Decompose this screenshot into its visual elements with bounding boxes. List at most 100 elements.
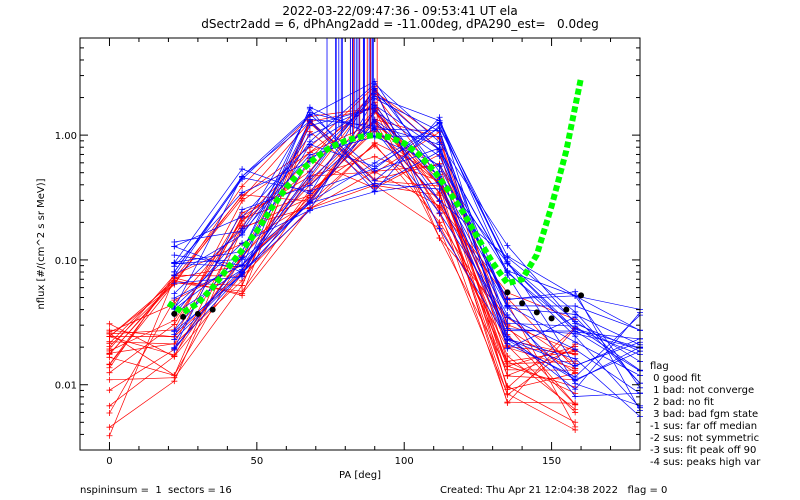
trace-marker bbox=[436, 162, 443, 169]
trace-marker bbox=[106, 364, 113, 371]
trace-marker bbox=[171, 243, 178, 250]
trace-marker bbox=[371, 140, 378, 147]
trace-marker bbox=[572, 401, 579, 408]
fit-point-black bbox=[504, 289, 511, 296]
trace-line bbox=[174, 110, 641, 376]
chart-subtitle: dSectr2add = 6, dPhAng2add = -11.00deg, … bbox=[201, 17, 599, 31]
trace-line bbox=[174, 113, 641, 390]
trace-marker bbox=[436, 202, 443, 209]
trace-marker bbox=[572, 308, 579, 315]
trace-marker bbox=[436, 186, 443, 193]
trace-line bbox=[109, 119, 576, 413]
trace-marker bbox=[239, 173, 246, 180]
trace-line bbox=[109, 89, 576, 390]
trace-line bbox=[174, 129, 641, 394]
trace-marker bbox=[106, 346, 113, 353]
trace-line bbox=[174, 95, 641, 356]
trace-marker bbox=[504, 268, 511, 275]
trace-marker bbox=[306, 122, 313, 129]
fit-series bbox=[166, 76, 585, 322]
trace-marker bbox=[171, 374, 178, 381]
trace-line bbox=[109, 145, 576, 369]
legend-entry: -1 sus: far off median bbox=[650, 421, 757, 432]
trace-marker bbox=[504, 399, 511, 406]
fit-point-black bbox=[209, 306, 216, 313]
trace-line bbox=[109, 156, 576, 406]
trace-marker bbox=[572, 355, 579, 362]
trace-marker bbox=[436, 219, 443, 226]
legend-entry: 1 bad: not converge bbox=[650, 385, 754, 396]
trace-marker bbox=[572, 320, 579, 327]
x-tick-label: 50 bbox=[250, 456, 263, 467]
y-axis-label: nflux [#/(cm^2 s sr MeV)] bbox=[36, 178, 47, 309]
trace-marker bbox=[572, 393, 579, 400]
trace-marker bbox=[371, 168, 378, 175]
trace-marker bbox=[106, 402, 113, 409]
trace-marker bbox=[504, 311, 511, 318]
trace-marker bbox=[504, 390, 511, 397]
trace-marker bbox=[572, 409, 579, 416]
flag-legend: flag 0 good fit 1 bad: not converge 2 ba… bbox=[650, 361, 761, 468]
trace-marker bbox=[306, 173, 313, 180]
fit-point-black bbox=[171, 310, 178, 317]
trace-marker bbox=[239, 206, 246, 213]
trace-line bbox=[174, 121, 641, 407]
trace-marker bbox=[436, 139, 443, 146]
trace-marker bbox=[171, 353, 178, 360]
trace-marker bbox=[572, 328, 579, 335]
trace-marker bbox=[504, 352, 511, 359]
x-tick-label: 150 bbox=[542, 456, 561, 467]
x-tick-label: 0 bbox=[106, 456, 112, 467]
trace-marker bbox=[306, 200, 313, 207]
trace-marker bbox=[106, 424, 113, 431]
x-axis: 0 50 100 150 bbox=[106, 38, 612, 467]
trace-line bbox=[109, 119, 576, 414]
trace-marker bbox=[436, 225, 443, 232]
trace-marker bbox=[239, 183, 246, 190]
trace-marker bbox=[239, 189, 246, 196]
trace-marker bbox=[106, 376, 113, 383]
trace-marker bbox=[306, 188, 313, 195]
x-axis-label: PA [deg] bbox=[339, 470, 381, 481]
trace-marker bbox=[572, 363, 579, 370]
trace-line bbox=[174, 108, 641, 346]
trace-marker bbox=[239, 256, 246, 263]
trace-marker bbox=[171, 328, 178, 335]
trace-marker bbox=[504, 345, 511, 352]
trace-marker bbox=[572, 339, 579, 346]
trace-marker bbox=[504, 295, 511, 302]
legend-entry: -3 sus: fit peak off 90 bbox=[650, 445, 756, 456]
trace-marker bbox=[239, 166, 246, 173]
trace-marker bbox=[239, 261, 246, 268]
trace-marker bbox=[171, 252, 178, 259]
trace-marker bbox=[504, 327, 511, 334]
trace-marker bbox=[239, 290, 246, 297]
trace-marker bbox=[171, 346, 178, 353]
trace-marker bbox=[106, 432, 113, 439]
trace-marker bbox=[306, 104, 313, 111]
trace-marker bbox=[572, 314, 579, 321]
trace-marker bbox=[504, 254, 511, 261]
y-axis: 0.01 0.10 1.00 bbox=[55, 37, 640, 451]
trace-marker bbox=[436, 197, 443, 204]
trace-marker bbox=[306, 138, 313, 145]
trace-line bbox=[174, 119, 641, 367]
trace-marker bbox=[504, 360, 511, 367]
trace-marker bbox=[106, 351, 113, 358]
fit-point-black bbox=[578, 292, 585, 299]
legend-entry: -4 sus: peaks high var bbox=[650, 457, 761, 468]
trace-line bbox=[174, 121, 641, 362]
trace-marker bbox=[371, 180, 378, 187]
trace-marker bbox=[436, 128, 443, 135]
trace-marker bbox=[436, 235, 443, 242]
trace-marker bbox=[371, 159, 378, 166]
trace-marker bbox=[436, 153, 443, 160]
trace-marker bbox=[436, 114, 443, 121]
fit-point-black bbox=[548, 315, 555, 322]
trace-marker bbox=[239, 269, 246, 276]
legend-entry: 3 bad: bad fgm state bbox=[650, 409, 758, 420]
trace-line bbox=[174, 98, 641, 384]
fit-point-black bbox=[180, 313, 187, 320]
trace-marker bbox=[106, 333, 113, 340]
chart-title: 2022-03-22/09:47:36 - 09:53:41 UT ela bbox=[282, 4, 517, 18]
